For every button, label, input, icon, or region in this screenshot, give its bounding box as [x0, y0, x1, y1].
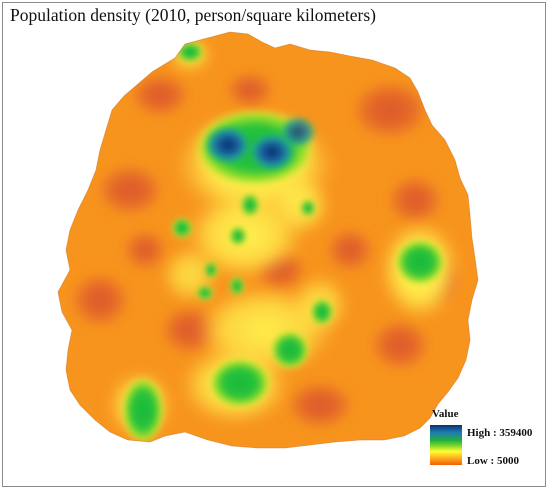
legend-color-ramp [430, 425, 462, 465]
legend-low-label: Low : 5000 [467, 455, 519, 467]
map-title: Population density (2010, person/square … [10, 5, 376, 25]
legend-title: Value [432, 408, 459, 420]
legend-high-label: High : 359400 [467, 427, 533, 439]
